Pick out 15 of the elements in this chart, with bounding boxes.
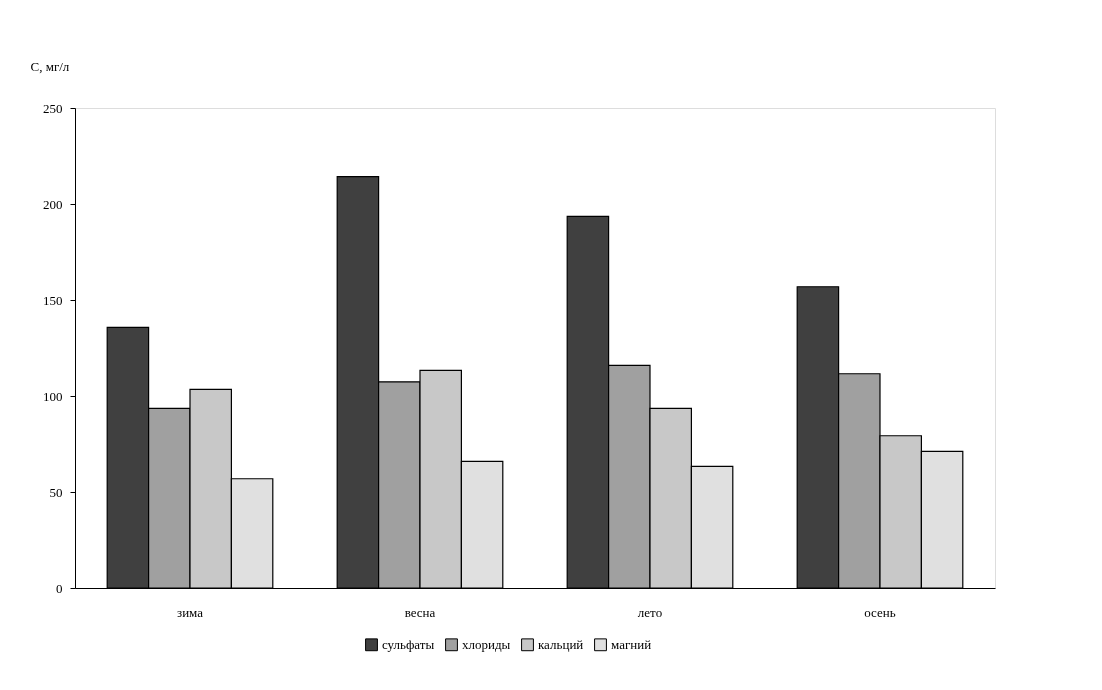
legend-label: хлориды xyxy=(462,636,511,652)
x-tick-label: зима xyxy=(177,604,204,620)
legend-label: кальций xyxy=(538,636,584,652)
y-axis-title: С, мг/л xyxy=(30,58,70,74)
y-tick-label: 0 xyxy=(56,580,63,596)
y-tick-label: 200 xyxy=(43,196,63,212)
x-tick-label: весна xyxy=(404,604,436,620)
y-tick-label: 100 xyxy=(43,388,63,404)
y-tick-label: 150 xyxy=(43,292,63,308)
y-tick-label: 250 xyxy=(43,100,63,116)
x-tick-label: лето xyxy=(637,604,663,620)
legend-label: магний xyxy=(611,636,652,652)
x-tick-label: осень xyxy=(864,604,896,620)
y-tick-label: 50 xyxy=(49,484,63,500)
legend-label: сульфаты xyxy=(382,636,435,652)
